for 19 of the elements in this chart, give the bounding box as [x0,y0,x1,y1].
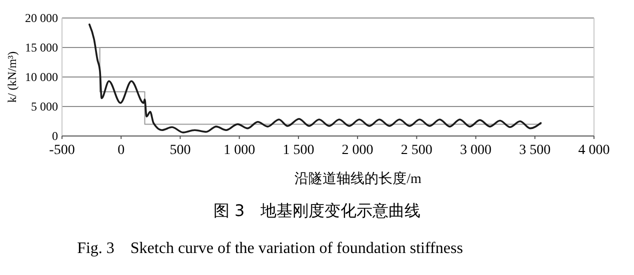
x-tick-label: 1 000 [224,143,256,158]
x-tick-label: 3 500 [519,143,551,158]
y-tick-label: 20 000 [25,11,58,25]
x-tick-label: 1 500 [282,143,314,158]
y-tick-label: 10 000 [25,70,58,84]
y-tick-label: 5 000 [31,100,58,114]
x-tick-label: 500 [170,143,191,158]
x-tick-label: 0 [118,143,125,158]
x-tick-label: -500 [49,143,75,158]
text: 图 3 地基刚度变化示意曲线 [213,201,421,220]
x-tick-label: 2 000 [342,143,374,158]
text: Fig. 3 Sketch curve of the variation of foundation stiffness [77,240,463,257]
x-tick-label: 4 000 [578,143,610,158]
y-tick-label: 15 000 [25,40,58,54]
x-axis-title: 沿隧道轴线的长度/m [294,171,422,187]
x-tick-label: 2 500 [400,143,432,158]
y-tick-label: 0 [52,129,58,143]
x-tick-label: 3 000 [460,143,492,158]
y-axis-title: k/ (kN/m³) [5,51,19,103]
